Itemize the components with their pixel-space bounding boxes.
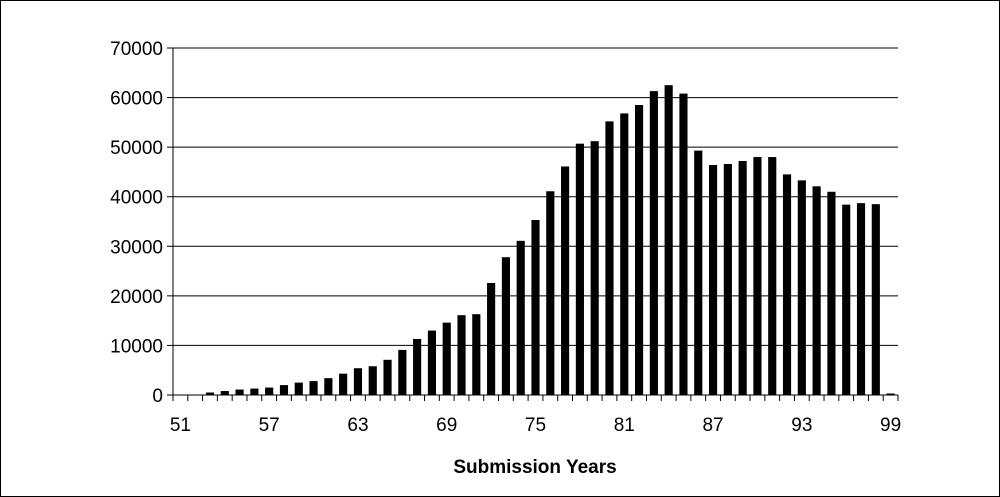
bar-99 [886,393,895,395]
bar-98 [871,204,880,395]
bar-62 [339,373,348,395]
bar-91 [768,157,777,395]
bar-78 [575,143,584,395]
bar-73 [501,257,510,395]
bar-83 [649,91,658,395]
bar-93 [797,180,806,395]
bar-56 [250,388,259,395]
bar-80 [605,121,614,396]
y-tick-label-20000: 20000 [110,287,163,308]
bar-75 [531,220,540,395]
bar-60 [309,381,318,395]
x-axis-title: Submission Years [453,457,616,478]
y-tick-labels: 0 10000 20000 30000 40000 50000 60000 70000 [110,39,163,407]
y-tick-label-40000: 40000 [110,188,163,209]
bar-64 [368,366,377,395]
bar-69 [442,322,451,395]
y-tick-label-0: 0 [152,386,163,407]
x-tick-label-87: 87 [702,415,723,436]
bar-86 [694,150,703,395]
bars [205,85,895,396]
bar-79 [590,141,599,395]
bar-61 [324,378,333,395]
bar-90 [753,157,762,395]
y-tick-label-30000: 30000 [110,237,163,258]
bar-95 [827,191,836,395]
x-tick-label-69: 69 [436,415,457,436]
bar-70 [457,315,466,395]
x-tick-label-63: 63 [347,415,368,436]
bar-72 [487,282,496,395]
x-tick-label-75: 75 [525,415,546,436]
bar-96 [842,204,851,395]
bar-63 [353,368,363,395]
bar-74 [516,240,525,395]
bar-68 [427,330,436,395]
x-tick-label-99: 99 [880,415,901,436]
bar-85 [679,93,688,396]
bar-89 [738,161,747,395]
bar-77 [561,166,570,395]
bar-87 [708,164,718,395]
x-tick-labels: 51 57 63 69 75 81 87 93 99 [170,415,901,436]
x-tick-label-57: 57 [259,415,280,436]
bar-81 [620,113,629,396]
bar-55 [235,389,244,395]
bar-59 [294,382,303,395]
x-tick-label-93: 93 [791,415,812,436]
bar-54 [220,391,229,395]
bar-71 [472,314,481,395]
bar-92 [782,174,792,395]
y-tick-label-50000: 50000 [110,138,163,159]
bar-88 [723,164,732,395]
axes [167,47,899,401]
bar-97 [856,203,866,395]
bar-84 [664,85,673,396]
bar-67 [413,338,422,395]
bar-76 [546,191,555,395]
bar-82 [635,105,644,395]
y-tick-label-10000: 10000 [110,336,163,357]
bar-66 [398,349,407,395]
y-tick-label-60000: 60000 [110,89,163,110]
x-tick-label-51: 51 [170,415,191,436]
bar-57 [265,387,274,395]
bar-53 [205,392,215,395]
bar-58 [279,385,289,395]
bar-94 [812,186,821,395]
y-tick-label-70000: 70000 [110,39,163,60]
x-tick-label-81: 81 [614,415,635,436]
bar-65 [383,359,392,395]
